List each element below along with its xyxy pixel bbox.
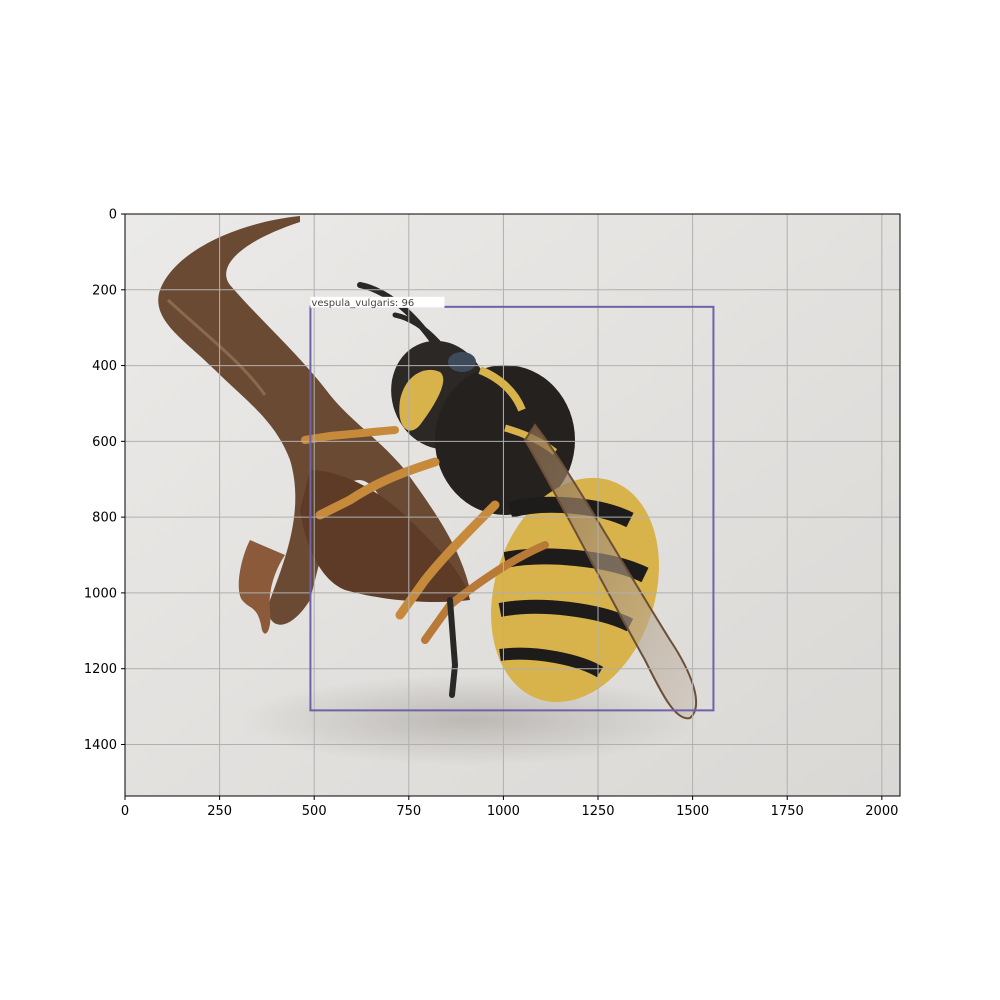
cast-shadow <box>240 675 700 765</box>
detection-label: vespula_vulgaris: 96 <box>311 298 414 309</box>
y-tick-label: 800 <box>92 511 117 526</box>
y-tick-label: 1000 <box>84 586 117 601</box>
x-tick-label: 750 <box>396 804 421 819</box>
y-tick-label: 600 <box>92 435 117 450</box>
plot-frame <box>124 213 901 797</box>
x-tick-label: 250 <box>207 804 232 819</box>
y-tick-label: 1200 <box>84 662 117 677</box>
detection-label-background <box>310 296 445 308</box>
x-tick-label: 1500 <box>676 804 709 819</box>
x-tick-label: 1750 <box>771 804 804 819</box>
detection-box <box>309 305 715 712</box>
detection: vespula_vulgaris: 96 <box>309 296 715 712</box>
y-tick-label: 1400 <box>84 738 117 753</box>
y-tick-label: 400 <box>92 359 117 374</box>
grid <box>125 214 900 796</box>
x-tick-label: 1000 <box>487 804 520 819</box>
y-tick-label: 200 <box>92 283 117 298</box>
x-tick-label: 1250 <box>581 804 614 819</box>
x-axis: 0 250 500 750 1000 1250 1500 1750 2000 <box>121 796 898 819</box>
x-tick-label: 0 <box>121 804 129 819</box>
x-tick-label: 2000 <box>865 804 898 819</box>
photo <box>125 214 900 796</box>
y-tick-label: 0 <box>109 208 117 223</box>
y-axis: 0 200 400 600 800 1000 1200 1400 <box>84 208 125 753</box>
x-tick-label: 500 <box>302 804 327 819</box>
